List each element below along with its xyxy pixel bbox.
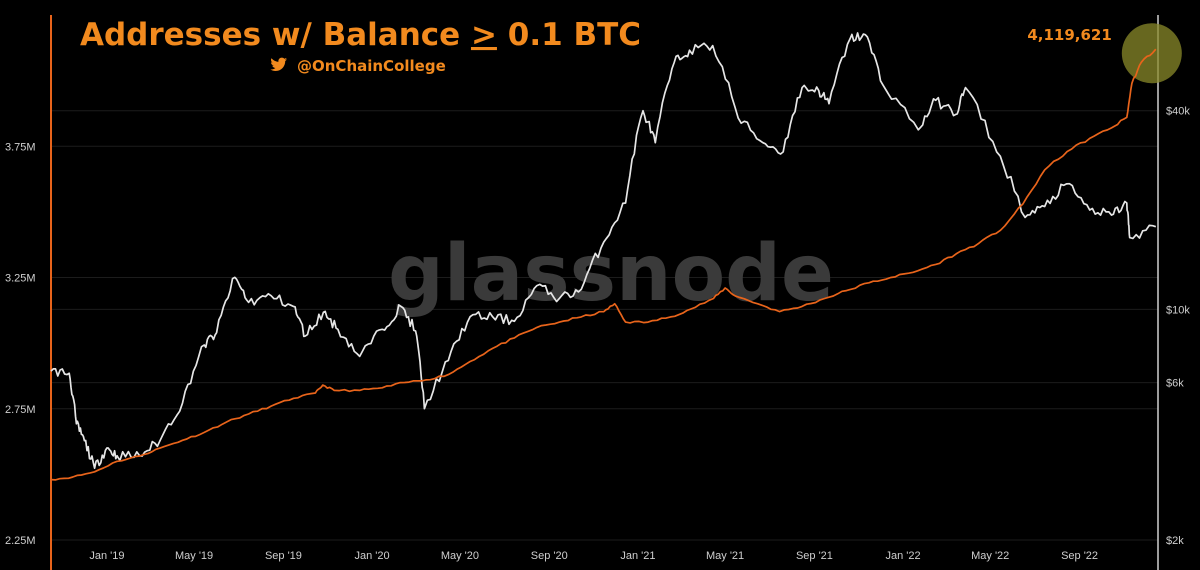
left-axis-ticks: 2.25M 2.75M 3.25M 3.75M <box>5 141 36 547</box>
right-axis-ticks: $2k $6k $10k $40k <box>1166 106 1190 547</box>
chart-title: Addresses w/ Balance > 0.1 BTC <box>80 17 641 53</box>
right-tick-label: $6k <box>1166 378 1184 390</box>
right-tick-label: $10k <box>1166 304 1190 316</box>
right-tick-label: $40k <box>1166 106 1190 118</box>
x-tick-label: Sep '22 <box>1061 550 1098 562</box>
x-tick-label: May '21 <box>706 550 744 562</box>
x-tick-label: Sep '21 <box>796 550 833 562</box>
left-tick-label: 2.75M <box>5 404 36 416</box>
x-tick-label: May '22 <box>971 550 1009 562</box>
x-tick-label: Jan '21 <box>620 550 655 562</box>
x-tick-label: Jan '20 <box>354 550 389 562</box>
x-axis-ticks: Jan '19 May '19 Sep '19 Jan '20 May '20 Sep '… <box>89 550 1098 562</box>
left-tick-label: 3.25M <box>5 273 36 285</box>
series-line-addresses <box>50 48 1157 481</box>
subtitle-handle: @OnChainCollege <box>297 57 446 75</box>
x-tick-label: Sep '20 <box>531 550 568 562</box>
twitter-bird-icon <box>270 57 287 71</box>
series-line-price <box>50 32 1157 470</box>
x-tick-label: May '19 <box>175 550 213 562</box>
left-tick-label: 2.25M <box>5 535 36 547</box>
x-tick-label: Jan '22 <box>885 550 920 562</box>
right-tick-label: $2k <box>1166 535 1184 547</box>
end-value-annotation: 4,119,621 <box>1027 26 1111 44</box>
x-tick-label: Jan '19 <box>89 550 124 562</box>
x-tick-label: May '20 <box>441 550 479 562</box>
x-tick-label: Sep '19 <box>265 550 302 562</box>
left-tick-label: 3.75M <box>5 141 36 153</box>
